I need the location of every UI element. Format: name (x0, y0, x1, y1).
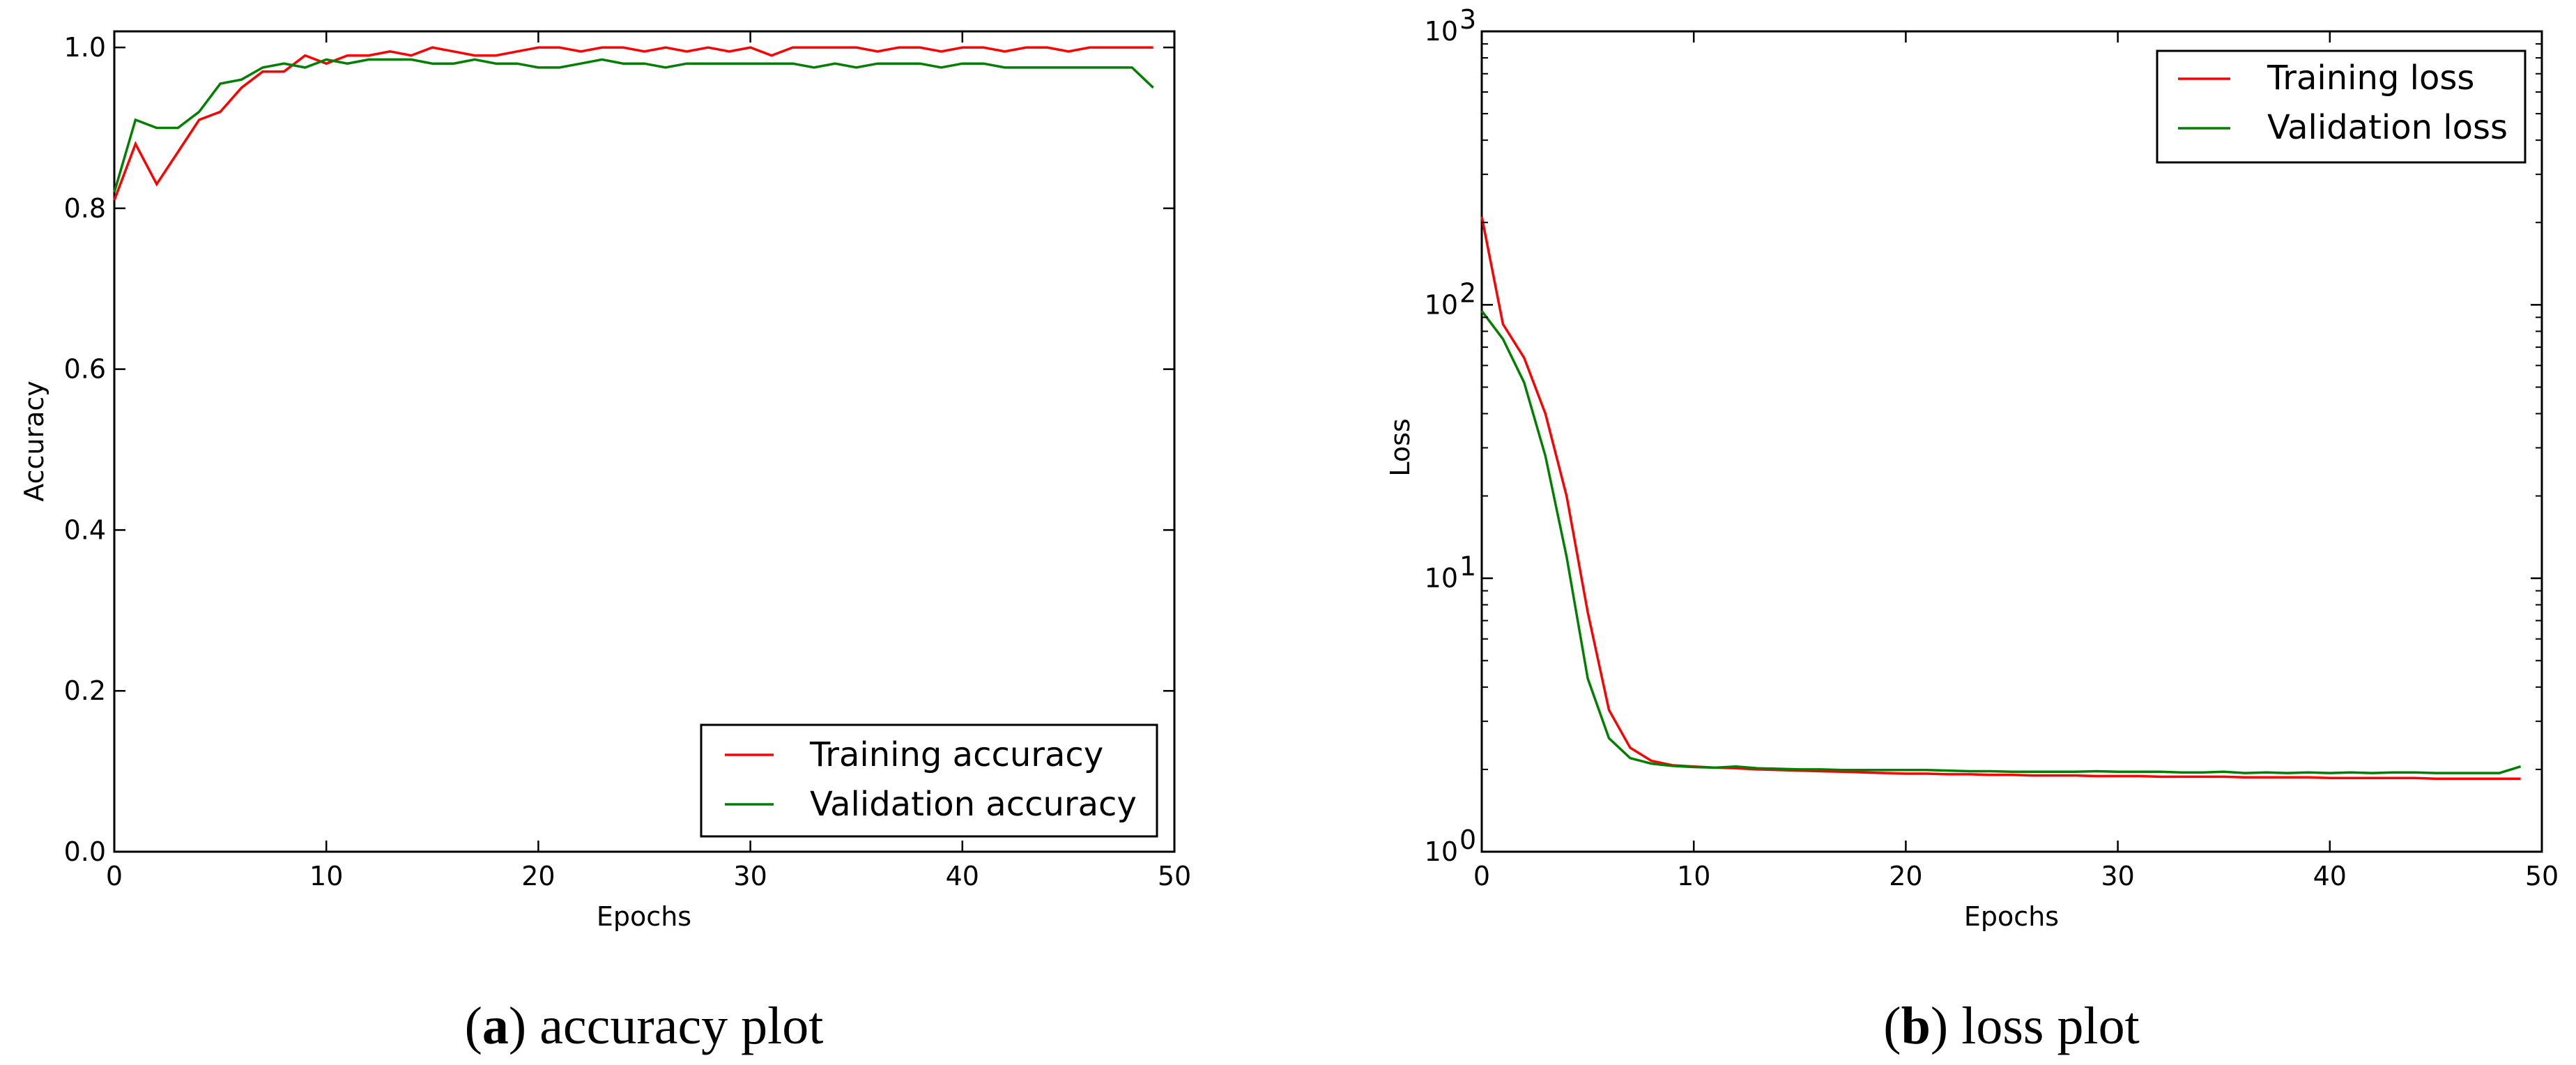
x-tick-label: 0 (106, 861, 123, 891)
y-tick-exponent: 2 (1459, 277, 1476, 308)
x-tick-label: 50 (2525, 861, 2559, 891)
legend-label-validation-loss: Validation loss (2267, 108, 2508, 147)
y-tick-label: 0.2 (64, 675, 106, 706)
y-tick-label: 10 (1425, 563, 1458, 594)
loss-caption-letter: b (1901, 997, 1931, 1055)
x-tick-label: 30 (733, 861, 767, 891)
accuracy-legend-box (700, 723, 1158, 838)
x-tick-label: 20 (521, 861, 555, 891)
accuracy-plot-frame (113, 30, 1176, 853)
x-tick-label: 10 (309, 861, 343, 891)
loss-legend-box (2156, 49, 2527, 164)
legend-label-validation-accuracy: Validation accuracy (810, 785, 1137, 824)
x-tick-label: 30 (2101, 861, 2134, 891)
loss-legend: Training loss Validation loss (2156, 49, 2527, 164)
training-loss-line (1480, 216, 2521, 780)
x-tick-label: 40 (2313, 861, 2347, 891)
x-tick-label: 10 (1677, 861, 1710, 891)
validation-loss-line (1480, 310, 2522, 774)
x-tick-label: 40 (946, 861, 979, 891)
loss-caption-text: loss plot (1961, 997, 2140, 1055)
x-tick-label: 50 (1158, 861, 1191, 891)
validation-accuracy-line (113, 58, 1154, 193)
y-tick-exponent: 3 (1459, 4, 1476, 35)
y-tick-label: 10 (1425, 289, 1458, 320)
loss-caption: (b) loss plot (1883, 997, 2139, 1055)
accuracy-y-axis-title: Accuracy (19, 381, 49, 502)
y-tick-label: 0.4 (64, 514, 106, 545)
y-tick-label: 1.0 (64, 32, 106, 63)
legend-label-training-loss: Training loss (2267, 59, 2474, 98)
y-tick-label: 10 (1425, 16, 1458, 47)
x-tick-label: 20 (1889, 861, 1922, 891)
y-tick-label: 10 (1425, 836, 1458, 867)
accuracy-x-axis-title: Epochs (597, 901, 691, 932)
accuracy-caption-text: accuracy plot (539, 997, 823, 1055)
loss-y-axis-title: Loss (1385, 418, 1416, 476)
loss-plot-frame (1480, 30, 2543, 853)
training-accuracy-line (113, 46, 1153, 201)
x-tick-label: 0 (1473, 861, 1490, 891)
y-tick-label: 0.0 (64, 836, 106, 867)
accuracy-caption-letter: a (482, 997, 509, 1055)
y-tick-exponent: 1 (1459, 551, 1476, 582)
accuracy-legend: Training accuracy Validation accuracy (700, 723, 1158, 838)
y-tick-label: 0.6 (64, 354, 106, 385)
legend-label-training-accuracy: Training accuracy (809, 735, 1103, 774)
accuracy-caption: (a) accuracy plot (465, 997, 824, 1055)
y-tick-label: 0.8 (64, 193, 106, 224)
loss-x-axis-title: Epochs (1964, 901, 2059, 932)
y-tick-exponent: 0 (1459, 825, 1476, 855)
accuracy-chart: 0 10 20 30 40 50 0.0 0.2 0.4 0.6 0.8 1.0 Epochs Ac… (19, 30, 1191, 1055)
